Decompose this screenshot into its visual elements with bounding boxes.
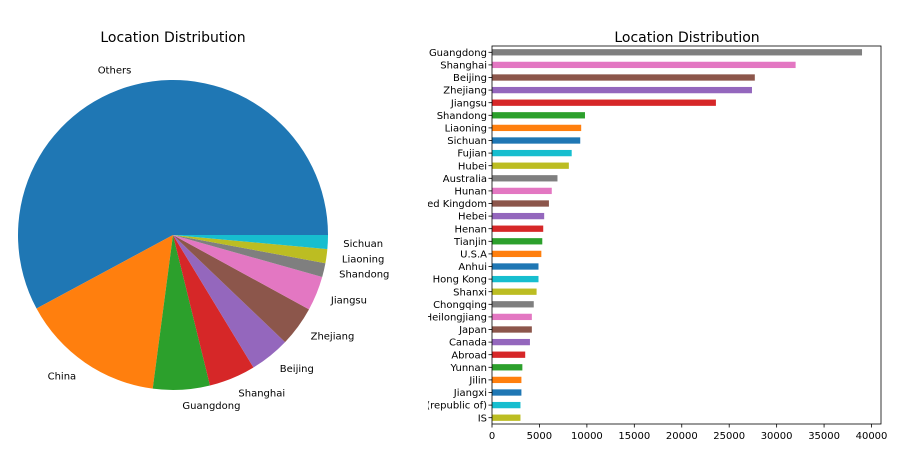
pie-label-guangdong: Guangdong [182, 401, 240, 412]
y-tick-label-u-s-a: U.S.A [460, 250, 487, 261]
y-tick-label-chongqing: Chongqing [433, 300, 487, 311]
bar-beijing [492, 74, 755, 81]
x-tick-label-0: 0 [489, 431, 495, 442]
y-tick-label-henan: Henan [455, 224, 487, 235]
pie-label-others: Others [98, 66, 132, 77]
x-tick-label-5000: 5000 [527, 431, 552, 442]
bar-republic-of [492, 401, 521, 409]
bar-anhui [492, 263, 539, 270]
bar-yunnan [492, 364, 523, 371]
y-tick-label-australia: Australia [443, 174, 487, 185]
y-tick-label-is: IS [478, 413, 487, 424]
y-tick-label-tianjin: Tianjin [453, 237, 487, 248]
y-tick-label-ed-kingdom: ed Kingdom [427, 199, 487, 210]
bar-sichuan [492, 137, 581, 144]
y-tick-label-guangdong: Guangdong [429, 48, 487, 59]
y-tick-label-hubei: Hubei [458, 161, 487, 172]
bar-shandong [492, 112, 585, 119]
y-tick-label-liaoning: Liaoning [445, 124, 487, 135]
bar-hunan [492, 187, 552, 195]
y-tick-label-hunan: Hunan [454, 187, 487, 198]
pie-label-zhejiang: Zhejiang [311, 332, 355, 343]
pie-label-china: China [48, 371, 77, 382]
bar-abroad [492, 351, 526, 358]
bar-shanghai [492, 61, 796, 69]
pie-label-shanghai: Shanghai [238, 389, 285, 400]
bar-shanxi [492, 288, 537, 295]
pie-chart-title: Location Distribution [100, 30, 245, 46]
x-tick-label-35000: 35000 [808, 431, 840, 442]
pie-slice-beijing [173, 235, 286, 368]
y-tick-label-jiangxi: Jiangxi [453, 388, 487, 399]
pie-label-sichuan: Sichuan [343, 239, 383, 250]
y-tick-label-shanxi: Shanxi [453, 287, 487, 298]
bar-is [492, 414, 521, 421]
plot-frame [491, 45, 882, 425]
bar-ed-kingdom [492, 200, 549, 207]
y-tick-label-heilongjiang: Heilongjiang [425, 313, 487, 324]
y-tick-label-shandong: Shandong [437, 111, 487, 122]
pie-slice-china [36, 235, 173, 389]
y-tick-label-beijing: Beijing [453, 73, 487, 84]
bar-japan [492, 326, 532, 333]
pie-label-liaoning: Liaoning [342, 254, 384, 265]
bar-hong-kong [492, 275, 539, 283]
x-tick-label-30000: 30000 [761, 431, 793, 442]
pie-slice-shandong [173, 235, 326, 278]
bar-jiangxi [492, 389, 522, 396]
bar-u-s-a [492, 250, 542, 258]
bar-canada [492, 338, 530, 346]
y-tick-label-yunnan: Yunnan [450, 363, 487, 374]
pie-slice-zhejiang [173, 235, 310, 343]
bar-guangdong [492, 49, 863, 56]
y-tick-label-anhui: Anhui [458, 262, 487, 273]
x-tick-label-10000: 10000 [571, 431, 603, 442]
pie-label-beijing: Beijing [280, 364, 314, 375]
y-tick-label-abroad: Abroad [451, 350, 487, 361]
bar-chart-title: Location Distribution [614, 30, 759, 46]
pie-label-jiangsu: Jiangsu [330, 295, 367, 306]
x-tick-label-15000: 15000 [618, 431, 650, 442]
y-tick-label-hebei: Hebei [458, 212, 487, 223]
pie-slice-guangdong [152, 235, 210, 391]
bar-hubei [492, 162, 569, 169]
y-tick-label-zhejiang: Zhejiang [443, 86, 487, 97]
y-tick-label-fujian: Fujian [457, 149, 487, 160]
y-tick-label-republic-of: (republic of) [426, 401, 487, 412]
y-tick-label-jiangsu: Jiangsu [450, 98, 487, 109]
pie-label-shandong: Shandong [339, 270, 389, 281]
y-tick-label-jilin: Jilin [468, 376, 487, 387]
bar-jiangsu [492, 99, 716, 106]
bar-hebei [492, 212, 545, 220]
bar-heilongjiang [492, 313, 532, 321]
bar-australia [492, 175, 558, 182]
pie-slice-shanghai [173, 235, 254, 386]
bar-henan [492, 225, 544, 232]
bar-tianjin [492, 238, 543, 245]
x-tick-label-25000: 25000 [713, 431, 745, 442]
bar-zhejiang [492, 86, 752, 94]
bar-fujian [492, 149, 572, 157]
y-tick-label-hong-kong: Hong Kong [433, 275, 487, 286]
bar-liaoning [492, 124, 582, 132]
pie-slice-sichuan [173, 235, 328, 250]
y-tick-label-shanghai: Shanghai [440, 61, 487, 72]
x-tick-label-40000: 40000 [856, 431, 888, 442]
y-tick-label-japan: Japan [458, 325, 487, 336]
y-tick-label-canada: Canada [449, 338, 487, 349]
pie-chart: Location Distribution Others China Guangdo… [17, 30, 389, 412]
bar-jilin [492, 376, 522, 384]
bar-chongqing [492, 301, 534, 308]
pie-slice-others [17, 80, 329, 309]
y-tick-label-sichuan: Sichuan [447, 136, 487, 147]
x-tick-label-20000: 20000 [666, 431, 698, 442]
pie-slice-jiangsu [173, 235, 323, 310]
bar-chart: Location Distribution Guangdong ShanghaiB… [425, 30, 888, 442]
pie-slice-liaoning [173, 235, 328, 264]
